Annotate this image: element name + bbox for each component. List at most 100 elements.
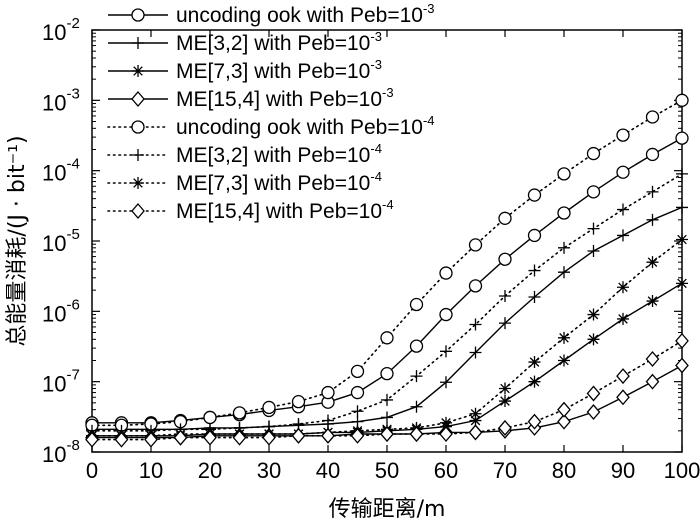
legend-exponent: -3 [423, 1, 435, 16]
legend-marker [131, 120, 145, 134]
legend-exponent: -4 [382, 197, 394, 212]
data-point [439, 266, 453, 280]
data-point [558, 354, 570, 367]
y-tick-base: 10 [42, 301, 66, 326]
data-point [85, 431, 99, 448]
data-point [587, 308, 600, 321]
legend-label: ME[3,2] with Peb=10-3 [176, 29, 382, 55]
legend-text: ME[15,4] with Peb=10 [176, 88, 382, 111]
legend-exponent: -3 [370, 29, 382, 44]
data-point [468, 238, 483, 252]
data-point [527, 188, 542, 202]
data-point [616, 368, 630, 385]
legend-entry: ME[15,4] with Peb=10-4 [107, 197, 394, 223]
legend-text: ME[7,3] with Peb=10 [176, 60, 370, 83]
data-point [617, 203, 629, 216]
data-point [617, 229, 629, 242]
series-line [91, 238, 683, 437]
legend-marker [131, 203, 145, 219]
legend-label: ME[15,4] with Peb=10-3 [176, 85, 394, 111]
legend-entry: ME[3,2] with Peb=10-4 [107, 141, 382, 167]
y-tick-exponent: -3 [66, 85, 79, 102]
series-layer [85, 93, 689, 448]
y-tick-exponent: -8 [66, 437, 79, 454]
data-point [498, 252, 512, 266]
legend-exponent: -4 [370, 169, 382, 184]
y-tick-exponent: -6 [66, 296, 79, 313]
x-tick-label: 90 [611, 458, 635, 483]
x-axis-title: 传输距离/m [329, 497, 446, 522]
legend-entry: uncoding ook with Peb=10-4 [107, 113, 435, 139]
y-tick-label: 10-7 [42, 367, 80, 397]
data-point [676, 277, 688, 290]
data-point [586, 404, 601, 421]
x-tick-label: 80 [552, 458, 576, 483]
y-tick-exponent: -2 [66, 15, 79, 32]
data-point [322, 414, 334, 427]
data-point [675, 357, 689, 374]
data-point [499, 317, 511, 330]
legend-marker [132, 65, 144, 77]
data-point [558, 266, 570, 279]
legend-label: ME[7,3] with Peb=10-4 [176, 169, 382, 195]
data-point [380, 426, 394, 443]
legend-marker [132, 149, 144, 161]
data-point [498, 211, 512, 225]
legend-text: ME[3,2] with Peb=10 [176, 32, 370, 55]
data-point [586, 146, 601, 161]
y-tick-base: 10 [42, 372, 66, 397]
data-point [469, 318, 482, 331]
data-point [440, 376, 452, 389]
legend-entry: uncoding ook with Peb=10-3 [108, 1, 435, 27]
data-point [586, 385, 601, 402]
data-point [144, 431, 158, 448]
data-point [646, 256, 659, 269]
data-point [499, 382, 511, 395]
y-axis-title: 总能量消耗/(J · bit⁻¹) [5, 135, 30, 346]
data-point [439, 307, 453, 322]
data-point [528, 356, 541, 369]
data-point [173, 429, 188, 446]
data-point [499, 395, 511, 408]
x-tick-label: 0 [86, 458, 98, 483]
legend-text: ME[7,3] with Peb=10 [176, 172, 370, 195]
x-tick-label: 70 [493, 458, 517, 483]
y-tick-base: 10 [42, 20, 66, 45]
data-point [675, 131, 689, 145]
data-point [646, 295, 659, 308]
data-point [114, 431, 129, 448]
data-point [440, 416, 452, 429]
legend-exponent: -3 [370, 57, 382, 72]
data-point [262, 429, 276, 446]
data-point [587, 333, 600, 346]
data-point [676, 233, 688, 246]
data-point [350, 364, 365, 379]
data-point [203, 429, 217, 446]
y-tick-label: 10-8 [42, 437, 80, 467]
legend-label: ME[15,4] with Peb=10-4 [176, 197, 394, 223]
data-point [645, 110, 660, 124]
data-point [469, 346, 482, 359]
y-tick-exponent: -7 [66, 367, 79, 384]
y-tick-label: 10-6 [42, 296, 80, 326]
data-point [203, 410, 217, 425]
legend-label: ME[3,2] with Peb=10-4 [176, 141, 382, 167]
x-tick-label: 10 [139, 458, 163, 483]
data-point [410, 400, 423, 413]
data-point [440, 345, 452, 358]
series-5 [85, 93, 689, 432]
data-point [675, 93, 689, 107]
legend-text: ME[3,2] with Peb=10 [176, 144, 370, 167]
legend-text: ME[15,4] with Peb=10 [176, 200, 382, 223]
x-axis: 0 10 20 30 40 50 60 70 80 90 100 [86, 30, 700, 483]
data-point [410, 370, 423, 383]
y-tick-base: 10 [42, 442, 66, 467]
data-point [291, 427, 306, 444]
data-point [587, 222, 600, 235]
data-point [469, 414, 482, 427]
legend-text: uncoding ook with Peb=10 [176, 116, 423, 139]
y-tick-label: 10-3 [42, 85, 80, 115]
legend-marker [131, 91, 145, 107]
series-8 [85, 332, 689, 448]
data-point [558, 241, 570, 254]
